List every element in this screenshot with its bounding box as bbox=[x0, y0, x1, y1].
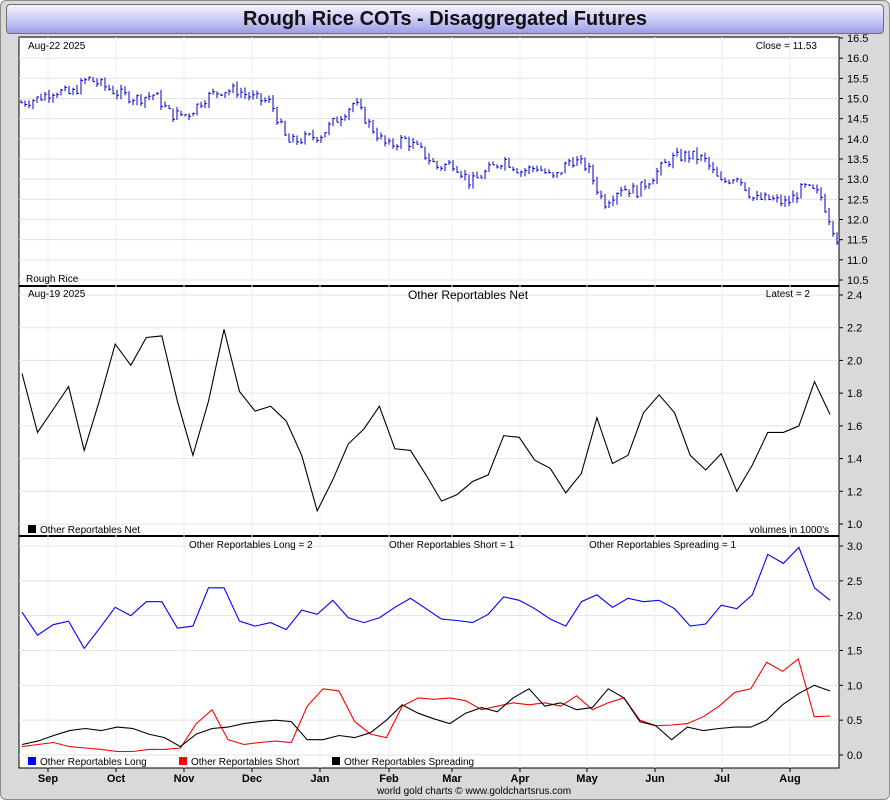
spreading-legend: Other Reportables Spreading bbox=[344, 757, 474, 768]
short-latest-label: Other Reportables Short = 1 bbox=[389, 540, 515, 551]
y-tick-label: 15.0 bbox=[847, 94, 868, 106]
net-legend-swatch bbox=[28, 525, 36, 533]
net-legend: Other Reportables Net bbox=[40, 525, 140, 536]
price-close-label: Close = 11.53 bbox=[756, 41, 818, 52]
footer-credit: world gold charts © www.goldchartsrus.co… bbox=[376, 786, 571, 797]
x-tick-label: Jan bbox=[311, 773, 330, 785]
y-tick-label: 12.5 bbox=[847, 194, 868, 206]
long-legend: Other Reportables Long bbox=[40, 757, 147, 768]
x-tick-label: Feb bbox=[379, 773, 399, 785]
x-tick-label: May bbox=[576, 773, 598, 785]
x-tick-label: Jul bbox=[714, 773, 730, 785]
y-tick-label: 15.5 bbox=[847, 73, 868, 85]
spreading-latest-label: Other Reportables Spreading = 1 bbox=[589, 540, 736, 551]
y-tick-label: 1.0 bbox=[847, 519, 862, 531]
y-tick-label: 2.5 bbox=[847, 576, 862, 588]
y-tick-label: 13.0 bbox=[847, 174, 868, 186]
x-tick-label: Apr bbox=[511, 773, 531, 785]
y-tick-label: 16.5 bbox=[847, 33, 868, 45]
net-latest-label: Latest = 2 bbox=[766, 289, 811, 300]
y-axis-ticks: 10.5 11.0 11.5 12.0 12.5 13.0 13.5 14.0 14.5 15.0… bbox=[839, 33, 868, 762]
y-tick-label: 12.0 bbox=[847, 215, 868, 227]
y-tick-label: 14.0 bbox=[847, 134, 868, 146]
price-date-label: Aug-22 2025 bbox=[28, 41, 86, 52]
y-tick-label: 1.6 bbox=[847, 421, 862, 433]
plot-area bbox=[18, 36, 840, 769]
x-tick-label: Aug bbox=[779, 773, 800, 785]
volume-units-label: volumes in 1000's bbox=[749, 525, 829, 536]
x-tick-label: Jun bbox=[645, 773, 665, 785]
y-tick-label: 2.0 bbox=[847, 355, 862, 367]
y-tick-label: 11.0 bbox=[847, 255, 868, 267]
y-tick-label: 2.2 bbox=[847, 323, 862, 335]
net-panel-title: Other Reportables Net bbox=[408, 288, 529, 302]
chart-title: Rough Rice COTs - Disaggregated Futures bbox=[242, 8, 648, 30]
x-tick-label: Sep bbox=[38, 773, 58, 785]
net-line-layer bbox=[21, 329, 831, 513]
y-tick-label: 1.5 bbox=[847, 646, 862, 658]
y-tick-label: 11.5 bbox=[847, 235, 868, 247]
x-tick-label: Dec bbox=[242, 773, 262, 785]
y-tick-label: 0.5 bbox=[847, 715, 862, 727]
y-tick-label: 13.5 bbox=[847, 154, 868, 166]
net-line bbox=[21, 329, 831, 513]
y-tick-label: 3.0 bbox=[847, 541, 862, 553]
short-legend-swatch bbox=[179, 757, 187, 765]
short-line bbox=[21, 657, 831, 753]
x-tick-label: Mar bbox=[442, 773, 462, 785]
y-tick-label: 1.8 bbox=[847, 388, 862, 400]
x-tick-label: Nov bbox=[174, 773, 196, 785]
spreading-line bbox=[21, 684, 831, 748]
x-tick-label: Oct bbox=[107, 773, 126, 785]
price-legend: Rough Rice bbox=[26, 274, 79, 285]
short-legend: Other Reportables Short bbox=[191, 757, 300, 768]
long-latest-label: Other Reportables Long = 2 bbox=[189, 540, 313, 551]
y-tick-label: 16.0 bbox=[847, 53, 868, 65]
long-line bbox=[21, 546, 831, 650]
long-legend-swatch bbox=[28, 757, 36, 765]
y-tick-label: 0.0 bbox=[847, 750, 862, 762]
grid-layer bbox=[19, 37, 839, 768]
x-axis-months: Sep Oct Nov Dec Jan Feb Mar Apr May Jun Jul Aug bbox=[38, 768, 801, 785]
net-date-label: Aug-19 2025 bbox=[28, 289, 86, 300]
y-tick-label: 14.5 bbox=[847, 114, 868, 126]
y-tick-label: 1.0 bbox=[847, 680, 862, 692]
y-tick-label: 1.4 bbox=[847, 454, 862, 466]
title-bar: Rough Rice COTs - Disaggregated Futures bbox=[6, 4, 884, 34]
spreading-legend-swatch bbox=[332, 757, 340, 765]
price-bars bbox=[20, 76, 839, 245]
y-tick-label: 2.4 bbox=[847, 290, 862, 302]
y-tick-label: 2.0 bbox=[847, 611, 862, 623]
long-short-spread-layer bbox=[21, 546, 831, 753]
y-tick-label: 10.5 bbox=[847, 275, 868, 287]
y-tick-label: 1.2 bbox=[847, 486, 862, 498]
